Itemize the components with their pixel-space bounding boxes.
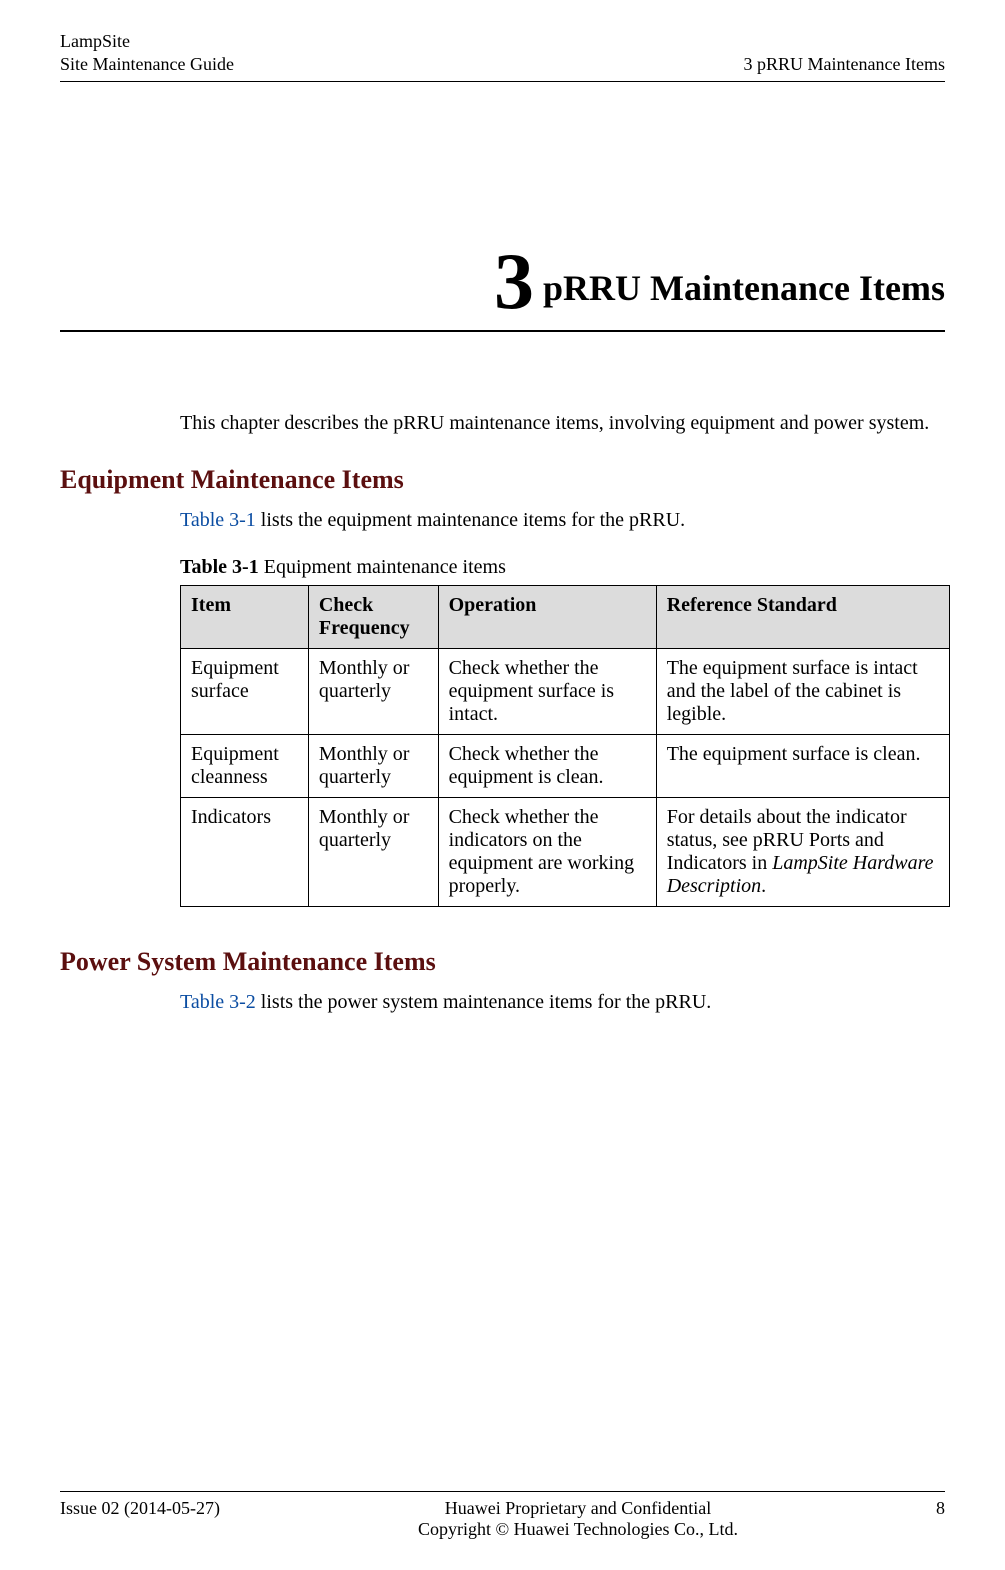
table-row: Equipment surface Monthly or quarterly C… — [181, 648, 950, 734]
header-doc-title-2: Site Maintenance Guide — [60, 53, 234, 76]
table-3-1-caption-text: Equipment maintenance items — [259, 556, 506, 578]
cell-op: Check whether the indicators on the equi… — [438, 797, 656, 906]
table-3-1-caption-label: Table 3-1 — [180, 556, 259, 578]
page-header: LampSite Site Maintenance Guide 3 pRRU M… — [60, 30, 945, 82]
footer-page-number: 8 — [936, 1498, 945, 1519]
col-item: Item — [181, 585, 309, 648]
col-operation: Operation — [438, 585, 656, 648]
cell-ref: The equipment surface is clean. — [656, 734, 949, 797]
cell-item: Indicators — [181, 797, 309, 906]
section2-lead-rest: lists the power system maintenance items… — [256, 991, 711, 1013]
cell-op: Check whether the equipment surface is i… — [438, 648, 656, 734]
cell-op: Check whether the equipment is clean. — [438, 734, 656, 797]
cell-freq: Monthly or quarterly — [308, 648, 438, 734]
footer-proprietary: Huawei Proprietary and Confidential — [220, 1498, 936, 1519]
table-header-row: Item Check Frequency Operation Reference… — [181, 585, 950, 648]
chapter-number: 3 — [494, 238, 534, 326]
page-footer: Issue 02 (2014-05-27) Huawei Proprietary… — [60, 1491, 945, 1540]
cell-item: Equipment cleanness — [181, 734, 309, 797]
cell-freq: Monthly or quarterly — [308, 797, 438, 906]
cell-item: Equipment surface — [181, 648, 309, 734]
col-check-frequency: Check Frequency — [308, 585, 438, 648]
cell-ref-post: . — [761, 875, 766, 897]
section1-lead-rest: lists the equipment maintenance items fo… — [256, 509, 685, 531]
table-3-2-link[interactable]: Table 3-2 — [180, 991, 256, 1013]
footer-copyright: Copyright © Huawei Technologies Co., Ltd… — [220, 1519, 936, 1540]
cell-ref: For details about the indicator status, … — [656, 797, 949, 906]
equipment-maintenance-table: Item Check Frequency Operation Reference… — [180, 585, 950, 907]
table-3-1-link[interactable]: Table 3-1 — [180, 509, 256, 531]
table-row: Indicators Monthly or quarterly Check wh… — [181, 797, 950, 906]
footer-issue: Issue 02 (2014-05-27) — [60, 1498, 220, 1519]
chapter-intro: This chapter describes the pRRU maintena… — [180, 412, 945, 435]
cell-ref: The equipment surface is intact and the … — [656, 648, 949, 734]
header-doc-title-1: LampSite — [60, 30, 234, 53]
chapter-title: 3 pRRU Maintenance Items — [60, 242, 945, 332]
section-heading-equipment: Equipment Maintenance Items — [60, 465, 945, 495]
section-heading-power: Power System Maintenance Items — [60, 947, 945, 977]
header-section: 3 pRRU Maintenance Items — [744, 53, 945, 76]
col-reference-standard: Reference Standard — [656, 585, 949, 648]
section2-lead: Table 3-2 lists the power system mainten… — [180, 991, 945, 1014]
cell-freq: Monthly or quarterly — [308, 734, 438, 797]
table-3-1-caption: Table 3-1 Equipment maintenance items — [180, 556, 945, 579]
section1-lead: Table 3-1 lists the equipment maintenanc… — [180, 509, 945, 532]
chapter-title-text: pRRU Maintenance Items — [534, 268, 945, 308]
table-row: Equipment cleanness Monthly or quarterly… — [181, 734, 950, 797]
